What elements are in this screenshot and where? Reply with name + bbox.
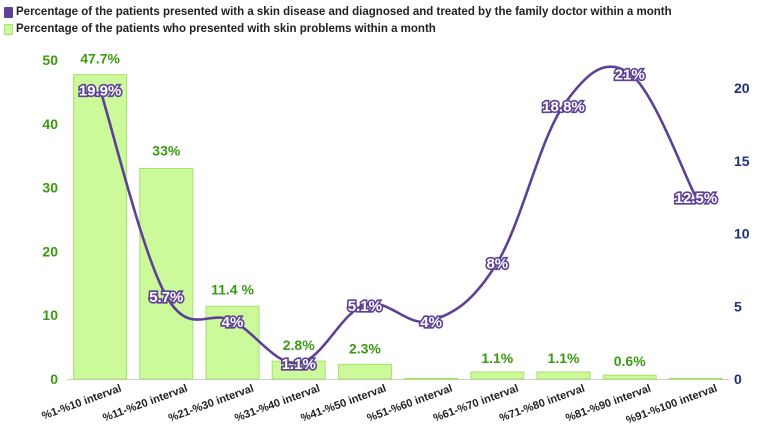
legend-item-line-series[interactable]: Percentage of the patients presented wit… bbox=[4, 4, 672, 21]
bar-data-label: 1.1% bbox=[548, 350, 580, 366]
line-data-label: 5.7% bbox=[149, 289, 183, 306]
bar bbox=[73, 74, 128, 380]
line-data-label: 4% bbox=[420, 314, 442, 331]
line-data-label: 21% bbox=[615, 66, 645, 83]
y-right-tick-label: 20 bbox=[734, 80, 750, 96]
bar-series bbox=[73, 74, 723, 380]
bar bbox=[404, 377, 459, 380]
line-data-label: 8% bbox=[486, 256, 508, 273]
data-labels: 47.7% 33% 11.4 % 2.8% 2.3% 1.1% 1.1% 0.6% 19.9% 5… bbox=[77, 51, 719, 375]
legend: Percentage of the patients presented wit… bbox=[4, 4, 672, 38]
legend-label-line-series: Percentage of the patients presented wit… bbox=[16, 6, 672, 18]
y-left-tick-label: 0 bbox=[50, 371, 58, 387]
bar-data-label: 1.1% bbox=[481, 350, 513, 366]
y-left-tick-label: 40 bbox=[42, 116, 58, 132]
y-right-tick-label: 10 bbox=[734, 226, 750, 242]
bar bbox=[271, 360, 326, 380]
bar-data-label: 2.3% bbox=[349, 340, 381, 356]
legend-swatch-green bbox=[4, 24, 13, 35]
line-data-label: 19.9% bbox=[79, 82, 122, 99]
legend-swatch-purple bbox=[4, 7, 13, 18]
bar bbox=[337, 363, 392, 380]
bar bbox=[602, 374, 657, 380]
legend-label-bar-series: Percentage of the patients who presented… bbox=[16, 23, 436, 35]
line-data-label: 12.5% bbox=[675, 190, 718, 207]
y-left-tick-label: 10 bbox=[42, 307, 58, 323]
line-data-label: 18.8% bbox=[542, 98, 585, 115]
bar-data-label: 11.4 % bbox=[211, 281, 254, 297]
line-data-label: 1.1% bbox=[282, 356, 316, 373]
y-right-tick-label: 5 bbox=[734, 298, 742, 314]
bar bbox=[470, 371, 525, 380]
line-data-label: 5.1% bbox=[348, 298, 382, 315]
bar bbox=[139, 167, 194, 380]
bar-data-label: 0.6% bbox=[614, 353, 646, 369]
bar-data-label: 47.7% bbox=[80, 51, 120, 67]
line-path bbox=[98, 65, 698, 365]
y-left-tick-label: 20 bbox=[42, 243, 58, 259]
y-right-tick-label: 0 bbox=[734, 371, 742, 387]
x-axis-categories: %1-%10 interval%11-%20 interval%21-%30 i… bbox=[40, 383, 719, 427]
bar bbox=[536, 371, 591, 380]
bar-data-label: 33% bbox=[152, 142, 181, 158]
bar-data-label: 2.8% bbox=[283, 337, 315, 353]
line-data-label: 4% bbox=[222, 314, 244, 331]
legend-item-bar-series[interactable]: Percentage of the patients who presented… bbox=[4, 21, 672, 38]
y-left-tick-label: 50 bbox=[42, 52, 58, 68]
y-left-tick-label: 30 bbox=[42, 180, 58, 196]
bar bbox=[668, 377, 723, 380]
y-right-tick-label: 15 bbox=[734, 153, 750, 169]
line-series bbox=[98, 65, 698, 365]
